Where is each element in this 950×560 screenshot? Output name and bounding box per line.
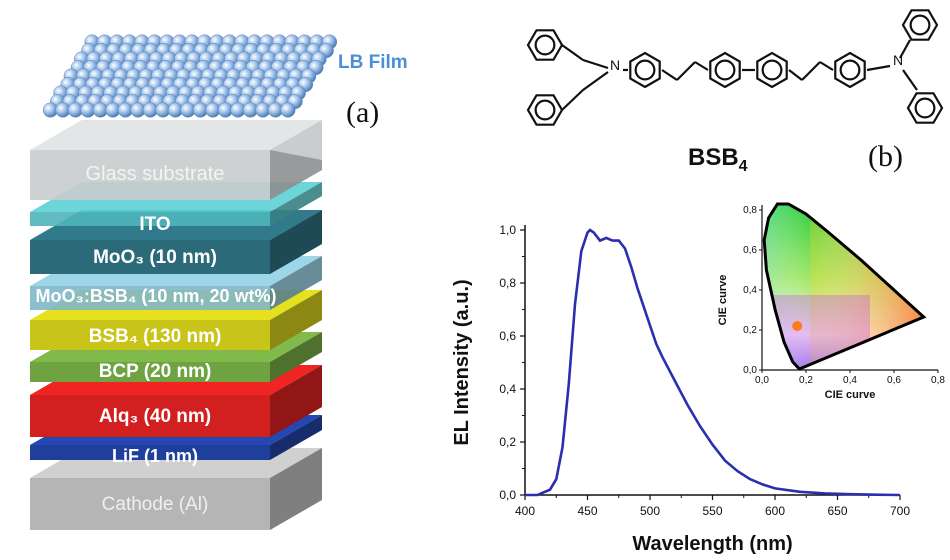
cie-x-tick-label: 0,6 <box>887 375 901 386</box>
phenyl-ring-aromatic <box>761 59 783 81</box>
carbazole-ring-aromatic <box>914 97 936 119</box>
carbazole-ring-aromatic <box>534 34 556 56</box>
lb-film-label: LB Film <box>338 52 408 73</box>
vinyl-bond <box>694 61 709 71</box>
layer-front-glass <box>30 150 270 200</box>
nitrogen-left: N <box>610 57 620 73</box>
bcp-label: BCP (20 nm) <box>98 361 212 382</box>
vinyl-bond <box>788 69 803 81</box>
vinyl-bond <box>801 61 821 81</box>
layer-front-bsb4 <box>30 320 270 350</box>
nitrogen-right: N <box>893 52 903 68</box>
cie-y-tick-label: 0,8 <box>743 205 757 216</box>
el-spectrum-chart: 400 450 500 550 600 650 7000,00,20,40,60,81,0 … <box>451 223 910 555</box>
lif-label: LiF (1 nm) <box>112 446 198 466</box>
layer-side-moo3 <box>270 210 322 274</box>
carbazole-ring <box>906 92 944 124</box>
bond <box>561 44 584 61</box>
cie-y-tick-label: 0,2 <box>743 325 757 336</box>
layer-front-alq3 <box>30 395 270 437</box>
x-tick-label: 500 <box>640 504 660 518</box>
cie-gamut-outline <box>762 202 927 371</box>
y-tick-label: 0,8 <box>499 276 516 290</box>
cie-x-tick-label: 0,8 <box>931 375 945 386</box>
bond <box>899 39 911 59</box>
x-tick-label: 400 <box>515 504 535 518</box>
alq3-label: Alq₃ (40 nm) <box>98 406 212 427</box>
molecule-name: BSB4 <box>688 144 748 175</box>
y-tick-label: 0,6 <box>499 329 516 343</box>
cie-y-tick-label: 0,4 <box>743 285 757 296</box>
layer-side-ito <box>270 182 322 226</box>
glass-substrate-label: Glass substrate <box>85 163 225 185</box>
layer-side-cathode <box>270 448 322 530</box>
phenyl-ring <box>834 51 866 89</box>
layer-side-lif <box>270 415 322 460</box>
vinyl-bond <box>661 69 678 81</box>
glass-top-block <box>30 120 322 160</box>
layer-side-bsb4 <box>270 290 322 350</box>
cie-x-tick-label: 0,2 <box>799 375 813 386</box>
vinyl-bond <box>819 61 834 71</box>
lb-sphere <box>280 102 296 118</box>
x-tick-label: 600 <box>765 504 785 518</box>
bond <box>582 58 609 70</box>
y-axis-label: EL Intensity (a.u.) <box>451 279 473 445</box>
cie-inset-chart: 0,0 0,2 0,4 0,6 0,8 0,0 0,2 0,4 0,6 0,8 CIE curve… <box>717 202 945 401</box>
carbazole-ring <box>526 94 564 126</box>
cie-coordinate-point <box>792 321 803 331</box>
cie-x-tick-label: 0,4 <box>843 375 857 386</box>
moo3-bsb4-label: MoO₃:BSB₄ (10 nm, 20 wt%) <box>35 286 277 306</box>
carbazole-ring <box>526 29 564 61</box>
cie-y-tick-label: 0,6 <box>743 245 757 256</box>
cie-x-tick-label: 0,0 <box>755 375 769 386</box>
cie-y-tick-label: 0,0 <box>743 365 757 376</box>
x-tick-label: 550 <box>702 504 722 518</box>
layer-front-moo3_bsb4 <box>30 286 270 310</box>
vinyl-bond <box>676 61 696 81</box>
phenyl-ring <box>756 51 788 89</box>
layer-side-alq3 <box>270 365 322 437</box>
carbazole-ring <box>901 9 939 41</box>
layer-front-ito <box>30 212 270 226</box>
y-tick-label: 0,4 <box>499 382 516 396</box>
bond <box>902 69 918 91</box>
layer-front-bcp <box>30 362 270 382</box>
moo3-label: MoO₃ (10 nm) <box>93 247 217 268</box>
y-tick-label: 0,0 <box>499 488 516 502</box>
lb-film-spheres <box>42 34 338 118</box>
carbazole-ring-aromatic <box>909 14 931 36</box>
cathode-label: Cathode (Al) <box>101 494 209 515</box>
cie-y-label: CIE curve <box>717 275 729 326</box>
bond <box>866 64 891 72</box>
phenyl-ring <box>709 51 741 89</box>
x-axis-label: Wavelength (nm) <box>632 533 792 555</box>
ito-label: ITO <box>139 214 171 235</box>
panel-a-label: (a) <box>346 96 380 129</box>
layer-front-cathode <box>30 478 270 530</box>
phenyl-ring-aromatic <box>714 59 736 81</box>
panel-b-label: (b) <box>868 140 903 173</box>
x-tick-label: 700 <box>890 504 910 518</box>
x-tick-label: 650 <box>827 504 847 518</box>
layer-side-moo3_bsb4 <box>270 256 322 310</box>
bsb4-molecule-structure: N N <box>526 9 944 126</box>
bsb4-layer-label: BSB₄ (130 nm) <box>88 326 222 347</box>
cie-x-label: CIE curve <box>825 389 876 401</box>
carbazole-ring-aromatic <box>534 99 556 121</box>
phenyl-ring-aromatic <box>839 59 861 81</box>
y-tick-label: 1,0 <box>499 223 516 237</box>
y-tick-label: 0,2 <box>499 435 516 449</box>
device-stack-diagram <box>30 34 338 530</box>
x-tick-label: 450 <box>577 504 597 518</box>
layer-stack <box>30 120 322 530</box>
phenyl-ring <box>629 51 661 89</box>
layer-side-bcp <box>270 332 322 382</box>
el-spectrum-line <box>525 228 901 497</box>
bond <box>582 71 609 91</box>
bond <box>561 89 584 111</box>
layer-front-moo3 <box>30 240 270 274</box>
layer-front-lif <box>30 445 270 460</box>
phenyl-ring-aromatic <box>634 59 656 81</box>
